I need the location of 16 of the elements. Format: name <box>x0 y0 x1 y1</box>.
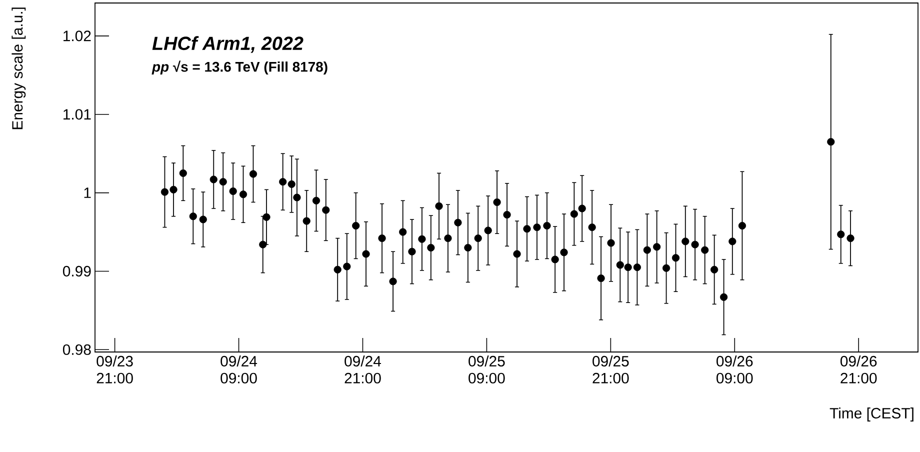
y-tick-label: 1.02 <box>64 30 91 42</box>
y-axis-title: Energy scale [a.u.] <box>12 8 26 130</box>
x-tick-label: 09/25 09:00 <box>468 356 505 384</box>
x-tick-label: 09/24 09:00 <box>220 356 258 384</box>
x-axis-title: Time [CEST] <box>830 408 914 422</box>
y-tick-label: 0.99 <box>62 266 91 277</box>
x-tick-label: 09/24 21:00 <box>344 356 381 384</box>
x-tick-label: 09/23 21:00 <box>96 356 133 384</box>
x-tick-label: 09/25 21:00 <box>592 356 629 384</box>
y-tick-label: 1 <box>84 188 91 198</box>
text: LHCf Arm1, 2022 <box>152 36 304 53</box>
y-tick-label: 0.98 <box>62 344 91 355</box>
y-tick-label: 1.01 <box>64 109 91 120</box>
x-tick-label: 09/26 09:00 <box>716 356 753 384</box>
text: pp √s = 13.6 TeV (Fill 8178) <box>152 60 328 75</box>
x-tick-label: 09/26 21:00 <box>840 356 877 384</box>
